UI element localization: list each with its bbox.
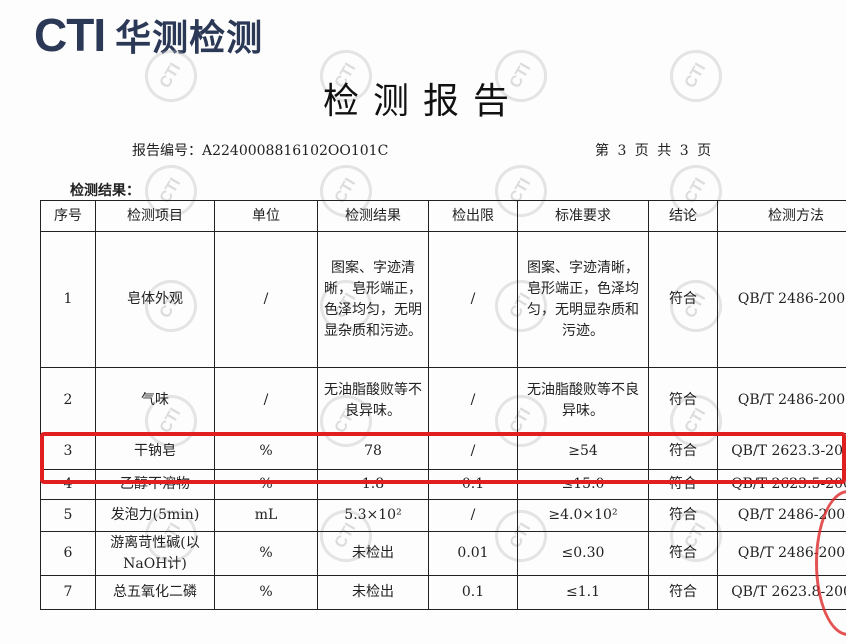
table-cell: 未检出 [317, 575, 429, 610]
table-cell: 图案、字迹清晰，皂形端正，色泽均匀，无明显杂质和污迹。 [317, 231, 429, 368]
table-cell: / [214, 367, 318, 434]
logo-latin: CTI [34, 9, 106, 61]
table-cell: 0.01 [428, 531, 518, 576]
table-cell: 发泡力(5min) [95, 499, 215, 532]
table-cell: 1 [40, 231, 96, 368]
section-heading: 检测结果： [70, 183, 140, 199]
table-cell: QB/T 2486-2008 [717, 231, 846, 368]
table-cell: ≤0.30 [517, 531, 649, 576]
column-header: 结论 [648, 200, 718, 232]
table-cell: 7 [40, 575, 96, 610]
table-cell: 符合 [648, 575, 718, 610]
table-cell: ≥4.0×10² [517, 499, 649, 532]
table-cell: 符合 [648, 367, 718, 434]
logo-chinese: 华测检测 [115, 18, 264, 59]
table-cell: 2 [40, 367, 96, 434]
column-header: 检测方法 [717, 200, 846, 232]
table-cell: 图案、字迹清晰，皂形端正，色泽均匀，无明显杂质和污迹。 [517, 231, 649, 368]
column-header: 检测结果 [317, 200, 429, 232]
column-header: 检出限 [428, 200, 518, 232]
table-cell: 皂体外观 [95, 231, 215, 368]
table-cell: % [214, 575, 318, 610]
table-cell: % [214, 469, 318, 500]
table-cell: 符合 [648, 531, 718, 576]
column-header: 标准要求 [517, 200, 649, 232]
page-info: 第 3 页 共 3 页 [595, 143, 714, 159]
table-cell: 0.1 [428, 575, 518, 610]
table-cell: QB/T 2486-2008 [717, 367, 846, 434]
highlight-box [40, 432, 846, 484]
table-cell: 气味 [95, 367, 215, 434]
table-row: 6 游离苛性碱(以NaOH计)% 未检出 0.01 ≤0.30 符合 QB/T 2486-2… [40, 531, 846, 576]
table-cell: 6 [40, 531, 96, 576]
table-cell: / [428, 367, 518, 434]
results-table: 序号 检测项目 单位 检测结果 检出限 标准要求 结论 检测方法 1 皂体外观 / 图案、字迹清晰，… [40, 200, 846, 610]
table-cell: 游离苛性碱(以NaOH计) [95, 531, 215, 576]
table-cell: 总五氧化二磷 [95, 575, 215, 610]
table-cell: 符合 [648, 469, 718, 500]
table-cell: / [214, 231, 318, 368]
table-cell: / [428, 499, 518, 532]
table-cell: QB/T 2623.3-2003 [717, 433, 846, 470]
page-title: 检测报告 [322, 81, 523, 122]
table-cell: 1.8 [317, 469, 429, 500]
table-cell: 5.3×10² [317, 499, 429, 532]
table-cell: 无油脂酸败等不良异味。 [317, 367, 429, 434]
table-cell: ≤1.1 [517, 575, 649, 610]
table-cell: 未检出 [317, 531, 429, 576]
table-row: 2 气味 / 无油脂酸败等不良异味。 / 无油脂酸败等不良异味。 符合 QB/T 2486-2… [40, 367, 846, 434]
cti-logo: CTI 华测检测 [34, 9, 264, 61]
table-cell: 无油脂酸败等不良异味。 [517, 367, 649, 434]
table-row: 5 发泡力(5min) mL 5.3×10² / ≥4.0×10² 符合 QB/T 2486-… [40, 499, 846, 532]
column-header: 序号 [40, 200, 96, 232]
column-header: 单位 [214, 200, 318, 232]
table-cell: mL [214, 499, 318, 532]
table-cell: 5 [40, 499, 96, 532]
table-cell: / [428, 231, 518, 368]
report-number: 报告编号：A2240008816102OO101C [132, 143, 389, 159]
table-header: 序号 检测项目 单位 检测结果 检出限 标准要求 结论 检测方法 [40, 200, 846, 232]
table-cell: 符合 [648, 231, 718, 368]
column-header: 检测项目 [95, 200, 215, 232]
table-row: 1 皂体外观 / 图案、字迹清晰，皂形端正，色泽均匀，无明显杂质和污迹。 / 图案、字迹清… [40, 231, 846, 368]
table-cell: 符合 [648, 499, 718, 532]
table-cell: % [214, 531, 318, 576]
table-cell: ≥54 [517, 433, 649, 470]
